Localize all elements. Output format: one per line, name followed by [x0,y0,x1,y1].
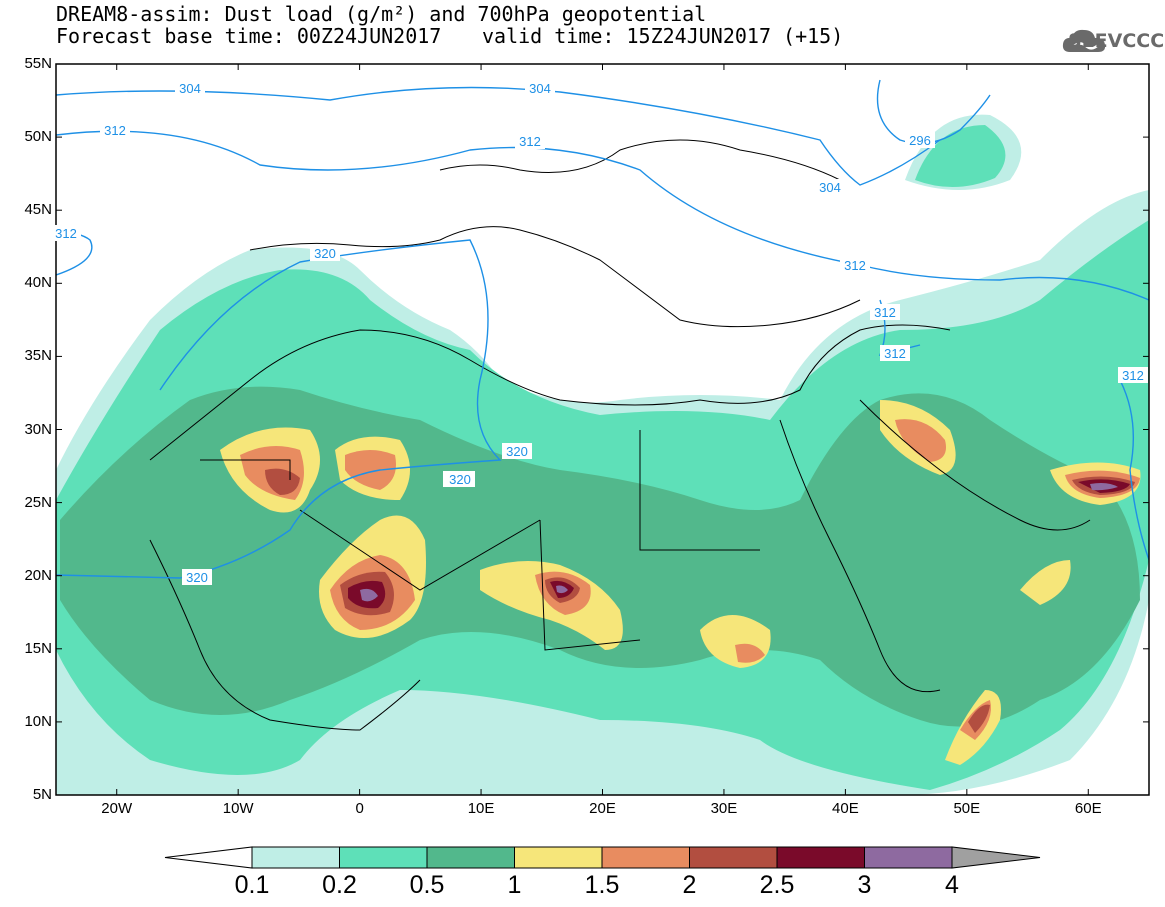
colorbar-label: 2 [682,871,697,899]
contour-label-304: 304 [175,80,205,96]
lat-label-50N: 50N [24,128,52,146]
lat-label-40N: 40N [24,274,52,292]
svg-text:304: 304 [529,81,551,96]
dust-load-field [56,79,1149,795]
svg-text:312: 312 [884,346,906,361]
contour-312-d [1119,379,1149,561]
contour-label-312: 312 [840,257,870,273]
contour-label-304: 304 [525,80,555,96]
lon-label-0: 0 [355,800,364,817]
lon-label-30E: 30E [710,800,738,817]
colorbar-label: 0.2 [322,871,357,899]
dust-region-3-a [360,588,378,602]
contour-label-296: 296 [905,132,935,148]
colorbar-swatch [426,846,515,869]
svg-text:312: 312 [519,134,541,149]
contour-label-312: 312 [880,345,910,361]
dust-region-2-a [265,468,300,495]
contour-label-312: 312 [515,133,545,149]
dust-region-1.5-f [895,419,946,462]
lat-label-25N: 25N [24,493,52,511]
dust-region-1.5-e [735,643,765,663]
logo-text: SEEVCCC [1068,30,1165,52]
dust-region-0.2-north [915,125,1006,188]
contour-label-312: 312 [870,304,900,320]
svg-text:296: 296 [909,133,931,148]
map-title: DREAM8-assim: Dust load (g/m²) and 700hP… [56,2,707,26]
svg-text:320: 320 [449,472,471,487]
contour-label-320: 320 [445,471,475,487]
colorbar-low-arrow [164,846,253,869]
contour-320-b [56,239,502,579]
colorbar-label: 1 [507,871,522,899]
lat-label-35N: 35N [24,347,52,365]
colorbar-label: 2.5 [759,871,795,899]
contour-312 [56,130,1149,301]
coastlines [149,139,1091,731]
contour-label-312: 312 [100,122,130,138]
valid-time: valid time: 15Z24JUN2017 (+15) [482,24,844,48]
lat-label-15N: 15N [24,639,52,657]
colorbar-swatch [776,846,865,869]
svg-text:304: 304 [179,81,201,96]
lon-label-60E: 60E [1074,800,1102,817]
colorbar-label: 4 [945,871,959,899]
colorbar-high-arrow [951,846,1041,869]
contour-label-312: 312 [1118,367,1148,383]
contour-labels: 304 304 312 312 312 312 312 312 312 320 320 320 320 3… [51,80,1148,585]
svg-text:312: 312 [844,258,866,273]
contour-label-312: 312 [51,225,81,241]
colorbar-label: 3 [857,871,872,899]
contour-label-320: 320 [310,245,340,261]
axis-ticks [56,63,1149,796]
lat-label-5N: 5N [32,786,52,803]
colorbar-swatch [689,846,778,869]
colorbar-swatch [251,846,340,869]
lat-label-55N: 55N [24,55,52,72]
colorbar-label: 1.5 [584,871,620,899]
colorbar-swatch [514,846,603,869]
contour-304 [56,86,941,186]
lon-label-40E: 40E [832,800,859,817]
dust-region-3-b [556,585,568,594]
cloud-icon [1062,29,1106,52]
dust-region-1-i [1020,560,1071,605]
svg-text:312: 312 [104,123,126,138]
lat-label-10N: 10N [24,712,52,730]
colorbar-label: 0.5 [409,871,445,899]
lat-label-30N: 30N [24,420,52,438]
geopotential-contours [56,79,1149,579]
colorbar-label: 0.1 [234,871,270,899]
dust-region-2-e [968,704,990,733]
svg-text:320: 320 [186,570,208,585]
contour-label-320: 320 [182,569,212,585]
lon-label-20E: 20E [589,800,616,817]
svg-text:320: 320 [314,246,336,261]
svg-text:312: 312 [55,226,77,241]
svg-text:312: 312 [874,305,896,320]
colorbar-swatch [339,846,428,869]
lat-label-20N: 20N [24,566,52,584]
svg-text:304: 304 [819,180,841,195]
contour-label-304: 304 [815,179,845,195]
dust-region-1.5-b [345,450,396,490]
colorbar-swatch [601,846,690,869]
lon-label-20W: 20W [101,800,133,817]
dust-region-0.5 [60,386,1140,727]
svg-text:320: 320 [506,444,528,459]
lat-label-45N: 45N [24,201,52,219]
contour-label-320: 320 [502,443,532,459]
dust-region-3-c [1090,483,1118,491]
colorbar-swatch [864,846,953,869]
lon-label-10E: 10E [467,800,495,817]
lon-label-10W: 10W [222,800,254,817]
forecast-base-time: Forecast base time: 00Z24JUN2017 [56,24,442,48]
lon-label-50E: 50E [953,800,981,817]
svg-text:312: 312 [1122,368,1144,383]
